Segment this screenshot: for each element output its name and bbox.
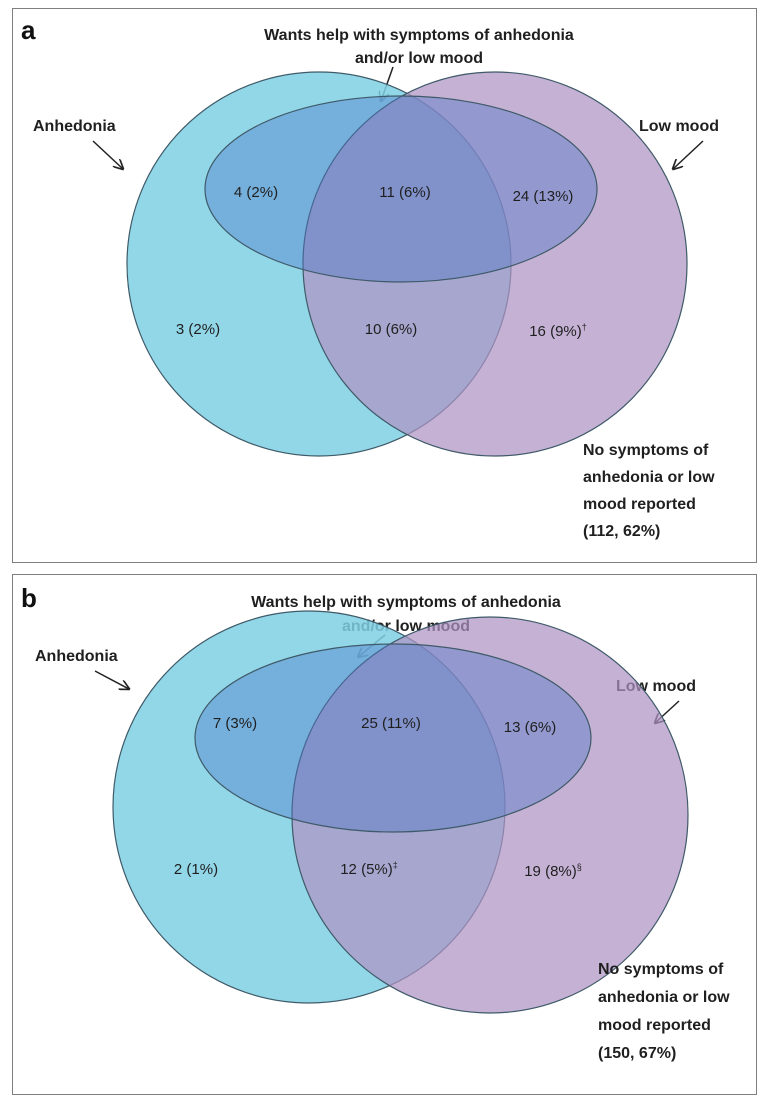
wants-help-label-line1: Wants help with symptoms of anhedonia [264, 27, 574, 44]
count-both-no-help-mark: ‡ [393, 860, 398, 870]
panel-letter-a: a [21, 15, 36, 45]
count-help-anhedonia-only: 7 (3%) [213, 715, 257, 732]
panel-a: a Wants help with symptoms of anhedonia … [12, 8, 757, 563]
wants-help-ellipse [204, 95, 598, 283]
low-mood-label: Low mood [639, 118, 719, 135]
no-symptoms-line1: No symptoms of [598, 961, 724, 978]
anhedonia-arrow [94, 670, 129, 689]
anhedonia-arrow [92, 140, 123, 169]
no-symptoms-line4: (112, 62%) [583, 523, 660, 540]
count-low-mood-only-value: 16 (9%) [529, 323, 582, 340]
anhedonia-label: Anhedonia [35, 648, 118, 665]
count-help-both: 11 (6%) [379, 184, 430, 201]
no-symptoms-line2: anhedonia or low [583, 469, 715, 486]
count-both-no-help-value: 10 (6%) [365, 321, 418, 338]
count-both-no-help-value: 12 (5%) [340, 861, 393, 878]
low-mood-circle [291, 616, 689, 1014]
count-low-mood-only-value: 19 (8%) [524, 863, 577, 880]
no-symptoms-line3: mood reported [598, 1017, 711, 1034]
count-help-low-mood-only: 13 (6%) [504, 719, 557, 736]
count-help-anhedonia-only: 4 (2%) [234, 184, 278, 201]
count-low-mood-only: 16 (9%)† [529, 322, 587, 340]
count-anhedonia-only: 3 (2%) [176, 321, 220, 338]
anhedonia-label: Anhedonia [33, 118, 116, 135]
count-anhedonia-only: 2 (1%) [174, 861, 218, 878]
wants-help-ellipse [194, 643, 592, 833]
no-symptoms-line1: No symptoms of [583, 442, 709, 459]
no-symptoms-line3: mood reported [583, 496, 696, 513]
venn-diagram-b: b Wants help with symptoms of anhedonia … [21, 583, 730, 1062]
count-both-no-help: 12 (5%)‡ [340, 860, 398, 878]
count-low-mood-only-mark: † [582, 322, 587, 332]
count-help-both: 25 (11%) [361, 715, 421, 732]
no-symptoms-line4: (150, 67%) [598, 1045, 676, 1062]
wants-help-label-line1: Wants help with symptoms of anhedonia [251, 594, 561, 611]
no-symptoms-line2: anhedonia or low [598, 989, 730, 1006]
wants-help-label-line2: and/or low mood [355, 50, 483, 67]
venn-diagram-a: a Wants help with symptoms of anhedonia … [21, 15, 719, 540]
panel-b: b Wants help with symptoms of anhedonia … [12, 574, 757, 1095]
low-mood-circle [302, 71, 688, 457]
low-mood-arrow [673, 140, 704, 169]
count-help-low-mood-only: 24 (13%) [513, 188, 574, 205]
count-both-no-help: 10 (6%) [365, 321, 418, 338]
panel-letter-b: b [21, 583, 37, 613]
count-low-mood-only: 19 (8%)§ [524, 862, 582, 880]
count-low-mood-only-mark: § [577, 862, 582, 872]
